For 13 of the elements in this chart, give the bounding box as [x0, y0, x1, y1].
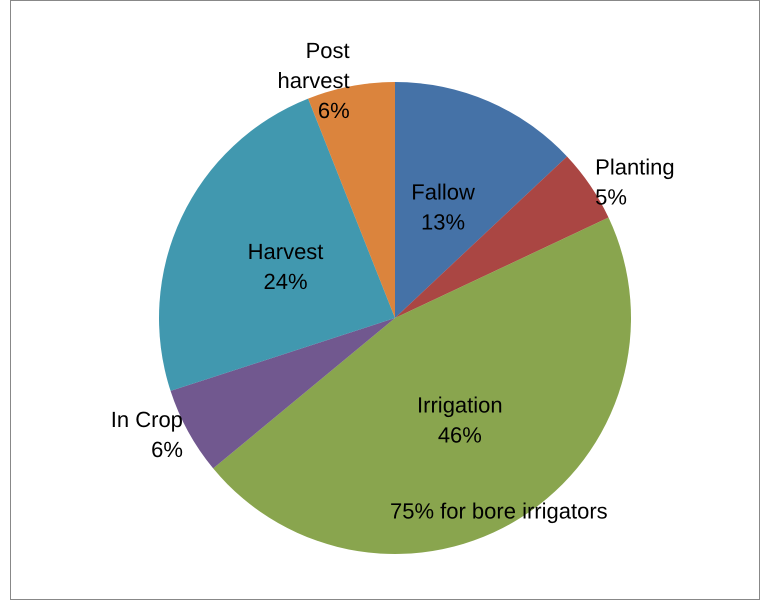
text: 75% for bore irrigators	[390, 498, 608, 524]
slice-label: In Crop	[110, 407, 183, 432]
data-label: 5%	[595, 184, 627, 210]
data-label: 46%	[438, 422, 482, 448]
data-label: 24%	[263, 268, 308, 294]
data-label: 6%	[318, 98, 350, 123]
data-label: 13%	[421, 209, 466, 234]
slice-label: Planting	[595, 154, 675, 180]
slice-label: Irrigation	[417, 392, 503, 418]
slice-label: Harvest	[248, 238, 324, 264]
slice-label: Fallow	[411, 179, 475, 204]
data-label: 6%	[151, 437, 183, 462]
slice-label: Post harvest	[277, 38, 350, 93]
